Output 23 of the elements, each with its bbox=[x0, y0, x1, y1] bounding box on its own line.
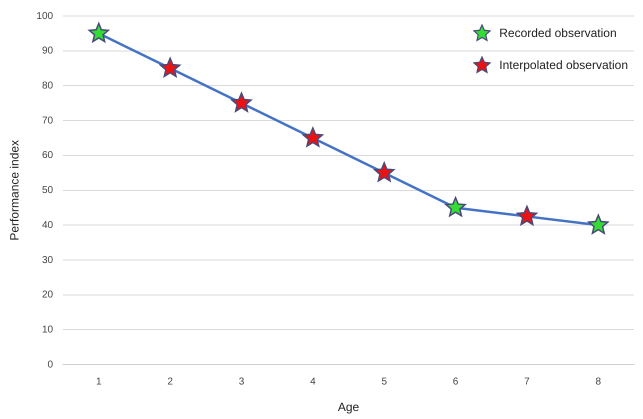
y-axis-title: Performance index bbox=[8, 140, 22, 241]
x-axis-title: Age bbox=[338, 400, 360, 414]
x-tick-label: 4 bbox=[310, 376, 316, 388]
legend-label: Interpolated observation bbox=[499, 58, 628, 72]
x-tick-label: 5 bbox=[381, 376, 388, 388]
y-tick-label: 50 bbox=[42, 185, 54, 196]
x-tick-label: 2 bbox=[167, 376, 174, 388]
y-tick-label: 10 bbox=[42, 324, 54, 336]
y-tick-label: 80 bbox=[42, 80, 54, 92]
y-tick-label: 100 bbox=[36, 10, 54, 22]
x-tick-label: 6 bbox=[452, 376, 459, 388]
y-tick-label: 0 bbox=[48, 359, 54, 370]
y-tick-label: 60 bbox=[42, 150, 54, 162]
x-tick-label: 3 bbox=[238, 376, 245, 388]
x-tick-label: 7 bbox=[524, 376, 530, 388]
x-tick-label: 1 bbox=[96, 376, 102, 388]
y-tick-label: 90 bbox=[42, 46, 54, 57]
y-tick-label: 40 bbox=[42, 220, 54, 231]
y-tick-label: 30 bbox=[42, 254, 54, 266]
x-tick-label: 8 bbox=[596, 376, 602, 388]
y-tick-label: 70 bbox=[42, 115, 54, 126]
y-tick-label: 20 bbox=[42, 290, 54, 301]
legend-label: Recorded observation bbox=[499, 26, 617, 40]
